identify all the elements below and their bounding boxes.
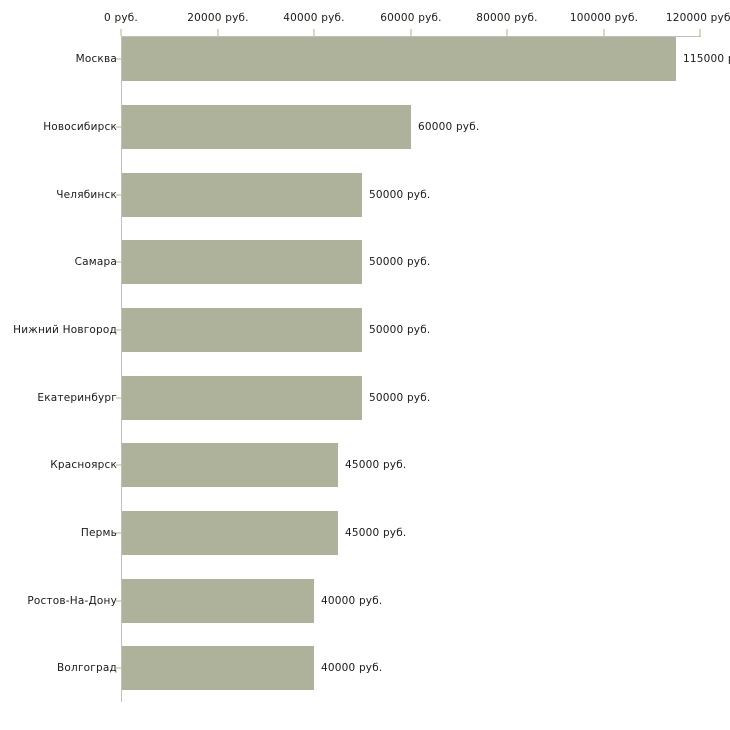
value-label: 45000 руб.: [345, 527, 407, 539]
x-tick-label: 60000 руб.: [380, 12, 442, 24]
y-tick-mark: [116, 261, 121, 263]
value-label: 115000 руб.: [683, 53, 730, 65]
value-label: 50000 руб.: [369, 256, 431, 268]
x-axis-line: [121, 36, 701, 37]
x-tick-mark: [217, 29, 219, 36]
y-tick-mark: [116, 667, 121, 669]
bar: [122, 37, 676, 81]
x-tick-label: 40000 руб.: [283, 12, 345, 24]
x-tick-label: 120000 руб.: [665, 12, 730, 24]
x-tick-mark: [603, 29, 605, 36]
x-tick-mark: [410, 29, 412, 36]
y-tick-mark: [116, 397, 121, 399]
x-tick-mark: [506, 29, 508, 36]
category-label: Самара: [74, 256, 117, 268]
bar: [122, 376, 362, 420]
x-tick-label: 0 руб.: [104, 12, 138, 24]
y-tick-mark: [116, 329, 121, 331]
bar: [122, 308, 362, 352]
category-label: Новосибирск: [43, 121, 117, 133]
category-label: Москва: [75, 53, 117, 65]
y-tick-mark: [116, 600, 121, 602]
category-label: Пермь: [80, 527, 117, 539]
value-label: 45000 руб.: [345, 459, 407, 471]
x-tick-mark: [120, 29, 122, 36]
category-label: Красноярск: [50, 459, 117, 471]
x-tick-mark: [313, 29, 315, 36]
bar: [122, 173, 362, 217]
category-label: Екатеринбург: [37, 392, 117, 404]
value-label: 50000 руб.: [369, 324, 431, 336]
y-axis-line: [121, 36, 122, 702]
x-tick-label: 80000 руб.: [476, 12, 538, 24]
bar: [122, 105, 411, 149]
value-label: 60000 руб.: [418, 121, 480, 133]
category-label: Ростов-На-Дону: [27, 595, 117, 607]
bar: [122, 240, 362, 284]
value-label: 40000 руб.: [321, 662, 383, 674]
x-tick-label: 20000 руб.: [187, 12, 249, 24]
y-tick-mark: [116, 532, 121, 534]
y-tick-mark: [116, 194, 121, 196]
category-label: Волгоград: [57, 662, 117, 674]
bar: [122, 443, 338, 487]
bar: [122, 511, 338, 555]
value-label: 50000 руб.: [369, 189, 431, 201]
x-tick-mark: [699, 29, 701, 36]
bar: [122, 579, 314, 623]
y-tick-mark: [116, 126, 121, 128]
y-tick-mark: [116, 464, 121, 466]
bar: [122, 646, 314, 690]
category-label: Нижний Новгород: [13, 324, 117, 336]
value-label: 50000 руб.: [369, 392, 431, 404]
y-tick-mark: [116, 58, 121, 60]
category-label: Челябинск: [56, 189, 117, 201]
x-tick-label: 100000 руб.: [569, 12, 639, 24]
value-label: 40000 руб.: [321, 595, 383, 607]
